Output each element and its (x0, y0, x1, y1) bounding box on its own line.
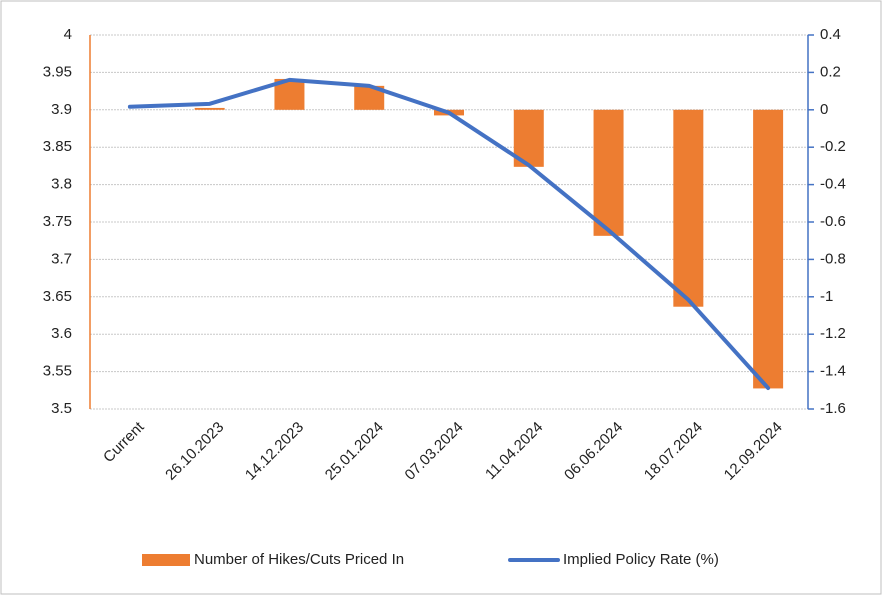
y-tick-label: 3.55 (43, 363, 72, 380)
y-tick-label: 3.7 (51, 250, 72, 267)
bar (354, 85, 385, 110)
y2-tick-label: -1.4 (820, 363, 846, 380)
y2-tick-label: 0 (820, 101, 828, 118)
y2-tick-label: -0.8 (820, 250, 846, 267)
bar (673, 109, 704, 307)
y-tick-label: 4 (64, 26, 72, 43)
bar (593, 109, 624, 236)
y-tick-label: 3.65 (43, 288, 72, 305)
y2-tick-label: -0.2 (820, 138, 846, 155)
bar (194, 107, 225, 110)
y2-tick-label: 0.2 (820, 63, 841, 80)
y-tick-label: 3.6 (51, 325, 72, 342)
y2-tick-label: -0.6 (820, 213, 846, 230)
y2-tick-label: -0.4 (820, 176, 846, 193)
y-tick-label: 3.5 (51, 400, 72, 417)
bar (753, 109, 784, 389)
y2-tick-label: -1.2 (820, 325, 846, 342)
line (127, 77, 771, 391)
y-tick-label: 3.75 (43, 213, 72, 230)
legend-label: Implied Policy Rate (%) (563, 551, 719, 568)
y2-tick-label: -1 (820, 288, 833, 305)
y2-tick-label: 0.4 (820, 26, 841, 43)
legend-label: Number of Hikes/Cuts Priced In (194, 551, 404, 568)
y-tick-label: 3.95 (43, 63, 72, 80)
y-tick-label: 3.85 (43, 138, 72, 155)
legend-swatch (142, 554, 190, 566)
y-tick-label: 3.9 (51, 101, 72, 118)
y2-tick-label: -1.6 (820, 400, 846, 417)
y-tick-label: 3.8 (51, 176, 72, 193)
